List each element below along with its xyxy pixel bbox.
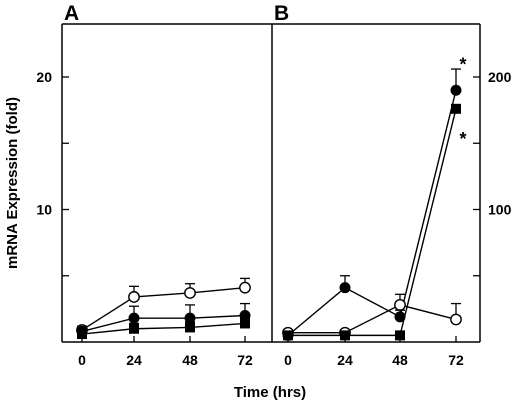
- panel-a-x-tick-label: 48: [182, 352, 198, 368]
- panel-b-series-filled-circle-line: [287, 90, 457, 336]
- panel-a-series-open-circle-line: [81, 286, 246, 331]
- panel-b-series-filled-circle-point: [450, 84, 462, 96]
- panel-b-x-tick-label: 48: [392, 352, 408, 368]
- panel-b-letter: B: [274, 2, 289, 25]
- panel-a-y-tick-label: 10: [36, 202, 52, 218]
- panel-b-series-filled-circle-point: [339, 282, 351, 294]
- panel-a-x-tick-label: 0: [78, 352, 86, 368]
- panel-a-series-filled-square-point: [129, 323, 139, 334]
- panel-b-frame: [271, 23, 481, 343]
- panel-b-series-filled-square-line: [288, 108, 457, 337]
- panel-b-series-open-circle-point: [450, 313, 462, 326]
- x-axis-label: Time (hrs): [234, 384, 306, 401]
- panel-b-y-tick-label: 200: [488, 69, 512, 85]
- panel-b-series-open-circle-line: [288, 304, 457, 334]
- panel-b-x-tick-label: 24: [337, 352, 353, 368]
- panel-b-series-filled-circle-point: [394, 311, 406, 323]
- panel-a-series-filled-circle-point: [128, 312, 140, 324]
- panel-b-x-tick-label: 0: [284, 352, 292, 368]
- panel-a-series-filled-circle-line: [81, 314, 246, 333]
- panel-a-x-tick-label: 24: [126, 352, 142, 368]
- panel-b-significance-star: *: [459, 54, 466, 74]
- panel-a-series-filled-square-point: [240, 318, 250, 329]
- panel-a-series-filled-square-line: [81, 322, 246, 335]
- panel-a-series-filled-square-point: [185, 322, 195, 333]
- panel-b-y-tick-label: 100: [488, 202, 512, 218]
- panel-a-series-filled-square-point: [77, 329, 87, 340]
- panel-a-series-open-circle-point: [239, 281, 251, 294]
- panel-b-series-filled-square-point: [451, 103, 461, 114]
- panel-a-series-open-circle-point: [128, 291, 140, 303]
- panel-b-significance-star: *: [459, 129, 466, 149]
- panel-a-series-filled-circle-point: [184, 312, 196, 324]
- panel-b-x-tick-label: 72: [448, 352, 464, 368]
- panel-b-series-filled-square-point: [395, 330, 405, 341]
- y-axis-label: mRNA Expression (fold): [4, 97, 21, 269]
- panel-a-series-open-circle-point: [184, 287, 196, 299]
- panel-a-y-tick-label: 20: [36, 69, 52, 85]
- panel-b-series-filled-square-point: [340, 330, 350, 341]
- panel-b-series-open-circle-point: [394, 298, 406, 311]
- panel-a-x-tick-label: 72: [237, 352, 253, 368]
- panel-b-series-filled-square-point: [283, 330, 293, 341]
- panel-a-letter: A: [64, 2, 79, 25]
